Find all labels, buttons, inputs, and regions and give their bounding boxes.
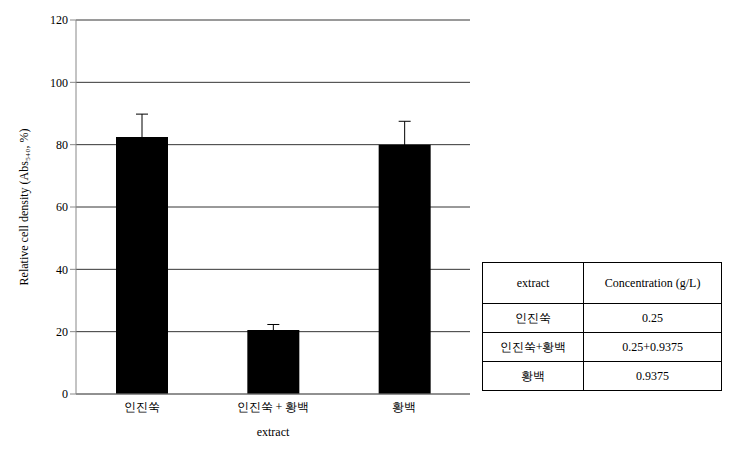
svg-text:인진쑥 + 황백: 인진쑥 + 황백 — [237, 400, 310, 414]
html-text:Concentration (g/L): Concentration (g/L) — [604, 275, 701, 290]
html-text:extract: extract — [516, 275, 550, 290]
svg-text:80: 80 — [56, 138, 68, 152]
svg-text:Relative cell density (Abs₅₄₀,: Relative cell density (Abs₅₄₀, %) — [17, 129, 31, 286]
html-text:인진쑥: 인진쑥 — [515, 310, 552, 325]
svg-text:100: 100 — [50, 76, 68, 90]
html-text:0.9375: 0.9375 — [636, 368, 670, 383]
svg-text:20: 20 — [56, 325, 68, 339]
svg-text:120: 120 — [50, 13, 68, 27]
svg-text:인진쑥: 인진쑥 — [124, 400, 160, 414]
html-text:황백: 황백 — [521, 368, 546, 383]
svg-text:extract: extract — [257, 425, 290, 439]
html-text:0.25+0.9375: 0.25+0.9375 — [622, 339, 683, 354]
svg-text:황백: 황백 — [392, 400, 416, 414]
svg-text:0: 0 — [62, 387, 68, 401]
svg-text:40: 40 — [56, 263, 68, 277]
html-text:0.25: 0.25 — [642, 310, 664, 325]
svg-text:60: 60 — [56, 200, 68, 214]
html-text:인진쑥+황백: 인진쑥+황백 — [499, 339, 567, 354]
